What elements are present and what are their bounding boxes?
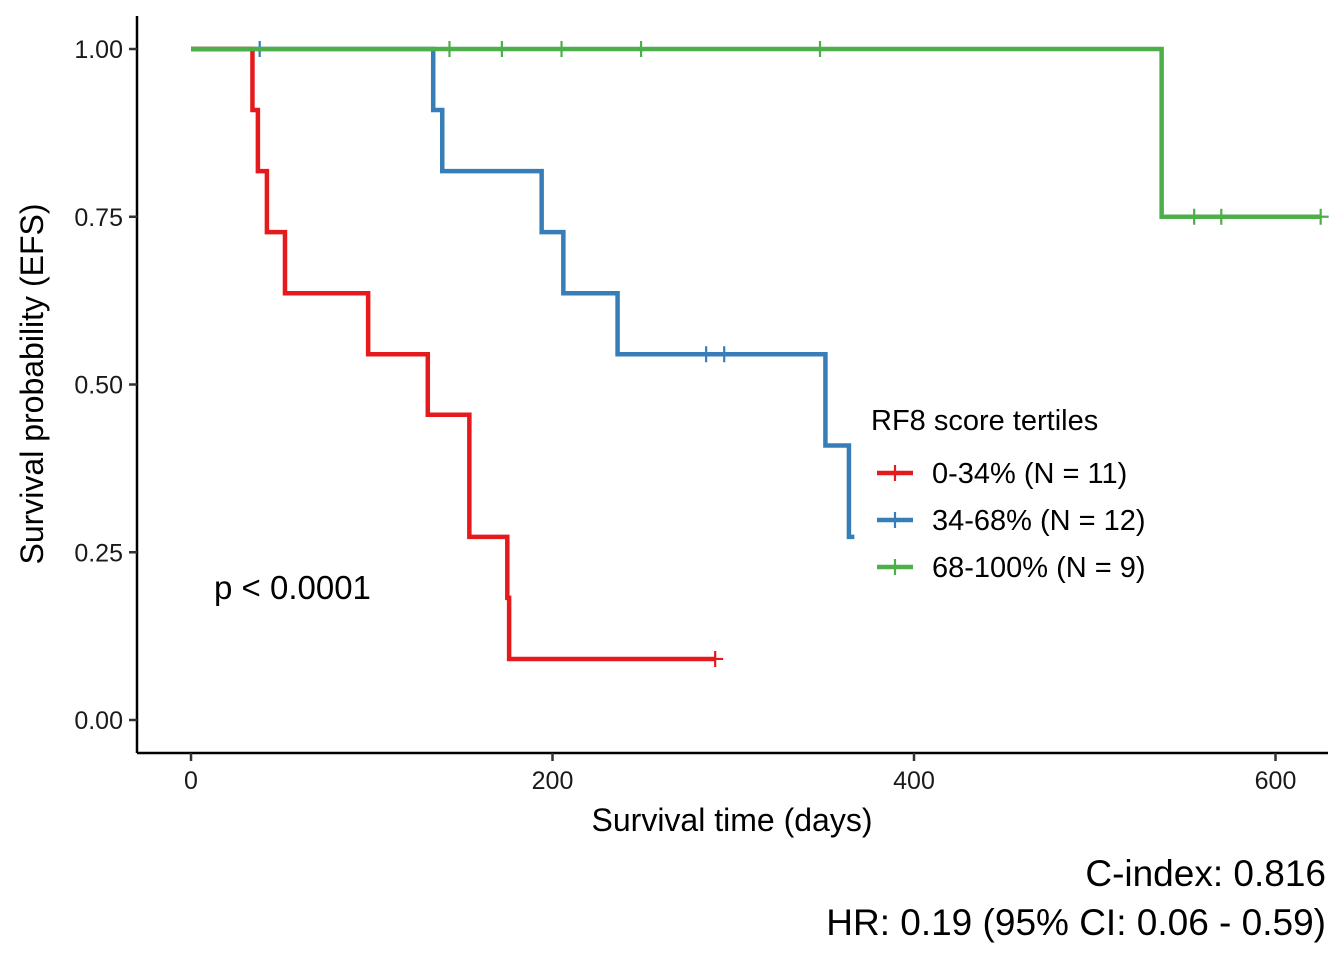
censor-mark (716, 346, 733, 363)
x-tick-label: 200 (532, 767, 574, 795)
x-tick-label: 400 (893, 767, 935, 795)
censor-mark (633, 41, 650, 57)
y-tick-label: 0.00 (74, 707, 123, 735)
censor-mark (493, 41, 510, 57)
x-axis-ticks: 0 200 400 600 (184, 753, 1296, 795)
censor-mark (441, 41, 458, 57)
legend: RF8 score tertiles 0-34% (N = 11) 34-68% … (871, 405, 1146, 584)
legend-entry-label: 68-100% (N = 9) (932, 552, 1146, 584)
censor-mark (1312, 208, 1329, 225)
legend-title: RF8 score tertiles (871, 405, 1098, 437)
censor-mark (812, 41, 829, 57)
x-tick-label: 0 (184, 767, 198, 795)
x-tick-label: 600 (1255, 767, 1297, 795)
y-tick-label: 1.00 (74, 36, 123, 64)
y-tick-label: 0.50 (74, 372, 123, 400)
censor-mark (1186, 208, 1203, 225)
censor-mark (707, 650, 724, 667)
series-line-34-68% (191, 46, 855, 540)
y-tick-label: 0.25 (74, 539, 123, 567)
plot-area (191, 41, 1329, 667)
x-axis-title: Survival time (days) (592, 802, 873, 838)
hazard-ratio-text: HR: 0.19 (95% CI: 0.06 - 0.59) (826, 902, 1326, 943)
y-tick-label: 0.75 (74, 204, 123, 232)
censor-mark (1213, 208, 1230, 225)
legend-entry-label: 0-34% (N = 11) (932, 458, 1127, 490)
y-axis-ticks: 0.00 0.25 0.50 0.75 1.00 (74, 36, 137, 735)
series-line-68-100% (191, 46, 1321, 219)
censor-mark (553, 41, 570, 57)
legend-entry-label: 34-68% (N = 12) (932, 505, 1146, 537)
pvalue-annotation: p < 0.0001 (214, 569, 371, 606)
c-index-text: C-index: 0.816 (1085, 853, 1326, 894)
y-axis-title: Survival probability (EFS) (14, 204, 50, 565)
censor-mark (698, 346, 715, 363)
series-line-0-34% (191, 46, 716, 662)
